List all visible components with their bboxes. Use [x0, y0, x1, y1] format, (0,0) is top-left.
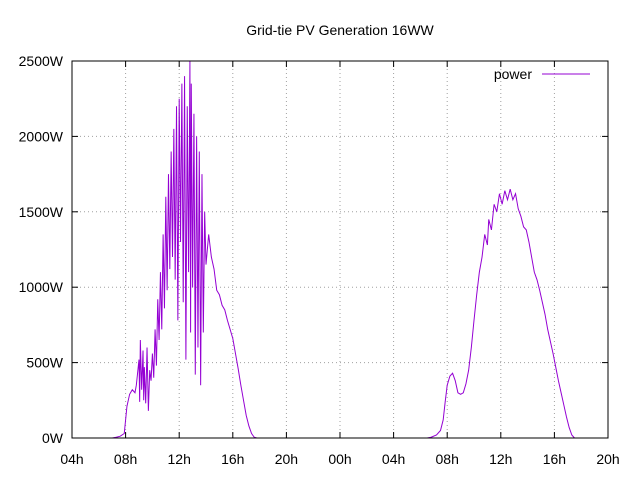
x-tick-label: 20h: [596, 451, 619, 467]
legend: power: [494, 66, 590, 82]
x-tick-label: 12h: [168, 451, 191, 467]
series-layer: [112, 60, 575, 439]
x-tick-label: 04h: [382, 451, 405, 467]
x-tick-label: 08h: [436, 451, 459, 467]
chart-title: Grid-tie PV Generation 16WW: [246, 22, 434, 38]
axis-ticks: 04h 08h 12h 16h 20h 00h 04h 08h 12h 16h 20h 0W 500W 1…: [19, 53, 620, 467]
x-tick-label: 08h: [114, 451, 137, 467]
y-tick-label: 0W: [42, 430, 64, 446]
legend-label-power: power: [494, 66, 532, 82]
x-tick-label: 20h: [275, 451, 298, 467]
y-tick-label: 1500W: [19, 204, 64, 220]
x-tick-label: 12h: [489, 451, 512, 467]
x-tick-label: 16h: [221, 451, 244, 467]
x-tick-label: 16h: [543, 451, 566, 467]
y-tick-label: 1000W: [19, 279, 64, 295]
x-tick-label: 04h: [60, 451, 83, 467]
series-line-power: [112, 60, 575, 439]
y-tick-label: 500W: [26, 355, 63, 371]
x-tick-label: 00h: [328, 451, 351, 467]
y-tick-label: 2500W: [19, 53, 64, 69]
y-tick-label: 2000W: [19, 128, 64, 144]
grid: [72, 61, 608, 438]
